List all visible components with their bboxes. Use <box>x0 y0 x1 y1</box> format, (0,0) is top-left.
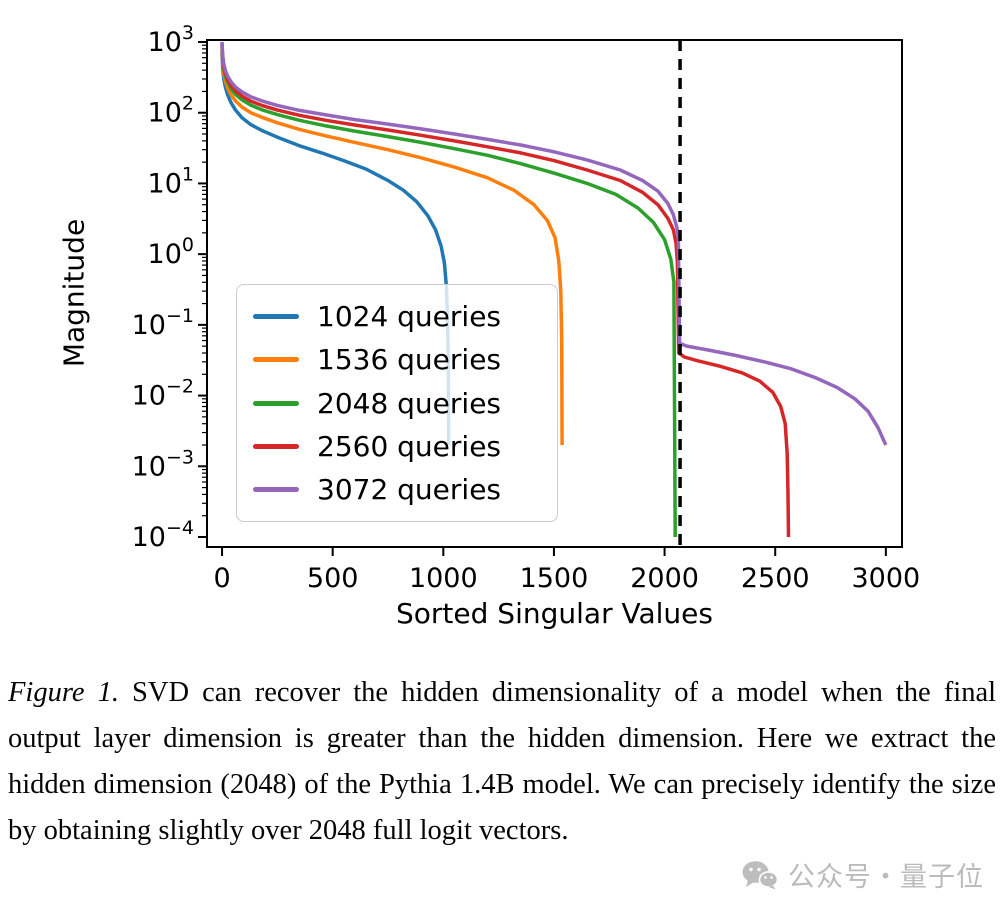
y-tick-label: 10−1 <box>132 305 194 341</box>
y-tick-label: 10−4 <box>132 517 194 553</box>
chart-legend: 1024 queries 1536 queries 2048 queries 2560… <box>236 284 558 522</box>
legend-item: 2560 queries <box>253 425 541 468</box>
x-tick-label: 2000 <box>630 563 699 594</box>
legend-label: 1536 queries <box>317 343 502 377</box>
plot-border <box>206 39 903 548</box>
y-tick-label: 101 <box>148 163 194 199</box>
x-tick-label: 2500 <box>741 563 810 594</box>
legend-line-swatch <box>253 357 299 363</box>
legend-label: 3072 queries <box>317 472 502 506</box>
y-tick-label: 103 <box>148 22 194 58</box>
chart-canvas: 0 500 1000 1500 2000 2500 3000 103 102 101 100 10−1… <box>132 22 921 594</box>
y-tick-label: 100 <box>148 234 194 270</box>
legend-label: 2560 queries <box>317 429 502 463</box>
y-tick-label: 10−2 <box>132 376 194 412</box>
wechat-icon <box>742 860 778 889</box>
series-line-3072-queries <box>220 41 888 446</box>
x-tick-label: 3000 <box>851 563 920 594</box>
series-group <box>220 41 888 538</box>
x-tick-label: 1500 <box>520 563 589 594</box>
series-line-2560-queries <box>220 43 791 538</box>
series-line-1024-queries <box>220 52 451 446</box>
figure-caption: Figure 1. SVD can recover the hidden dim… <box>8 670 996 854</box>
legend-line-swatch <box>253 486 299 492</box>
legend-item: 2048 queries <box>253 381 541 424</box>
legend-line-swatch <box>253 443 299 449</box>
legend-line-swatch <box>253 400 299 406</box>
x-tick-label: 0 <box>213 563 230 594</box>
y-tick-label: 102 <box>148 93 194 129</box>
legend-item: 1024 queries <box>253 295 541 338</box>
figure-label: Figure 1. <box>8 677 119 708</box>
x-tick-label: 500 <box>307 563 359 594</box>
legend-item: 3072 queries <box>253 468 541 511</box>
legend-line-swatch <box>253 314 299 320</box>
legend-item: 1536 queries <box>253 338 541 381</box>
x-tick-label: 1000 <box>409 563 478 594</box>
legend-label: 1024 queries <box>317 300 502 334</box>
figure-caption-text: SVD can recover the hidden dimensionalit… <box>8 677 997 846</box>
watermark: 公众号・量子位 <box>742 855 984 894</box>
x-axis-label: Sorted Singular Values <box>396 597 713 630</box>
y-tick-label: 10−3 <box>132 446 194 482</box>
watermark-text: 公众号・量子位 <box>788 862 984 893</box>
figure-1-plot: 0 500 1000 1500 2000 2500 3000 103 102 101 100 10−1… <box>57 22 921 630</box>
y-axis-label: Magnitude <box>57 218 91 368</box>
legend-label: 2048 queries <box>317 386 502 420</box>
series-line-1536-queries <box>220 48 564 446</box>
